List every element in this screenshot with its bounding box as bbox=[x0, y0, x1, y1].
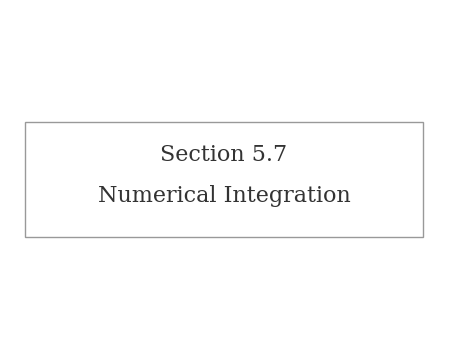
Text: Section 5.7: Section 5.7 bbox=[160, 144, 288, 167]
Text: Numerical Integration: Numerical Integration bbox=[98, 185, 350, 207]
FancyBboxPatch shape bbox=[25, 122, 423, 237]
